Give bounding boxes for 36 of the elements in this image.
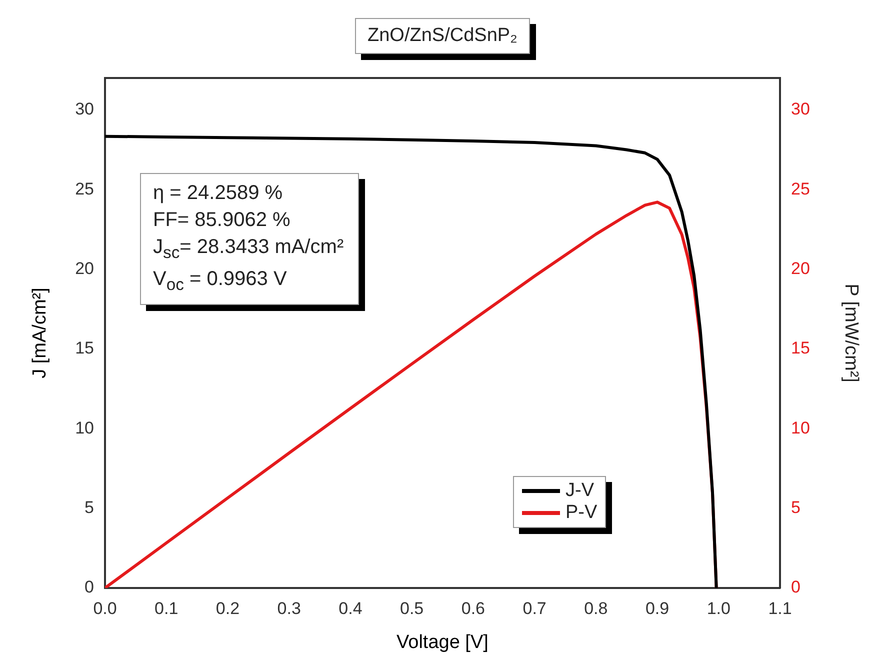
y-tick-label: 0: [84, 578, 94, 597]
y-axis-title: J [mA/cm²]: [28, 288, 51, 378]
x-tick-label: 0.0: [93, 598, 117, 618]
x-tick-label: 0.3: [277, 598, 301, 618]
y2-tick-label: 20: [791, 258, 810, 278]
y2-tick-label: 0: [791, 578, 800, 597]
x-tick-label: 1.1: [768, 598, 792, 618]
y-tick-label: 5: [84, 498, 94, 517]
x-tick-label: 0.8: [584, 598, 608, 618]
x-tick-label: 0.4: [338, 598, 362, 618]
annotation: J$_{sc}$= 28.3433 mA/cm²: [153, 235, 344, 264]
y-tick-label: 30: [75, 100, 94, 119]
y2-tick-label: 10: [791, 418, 810, 438]
x-axis-title: Voltage [V]: [396, 632, 488, 654]
y2-tick-label: 15: [791, 338, 810, 358]
y2-tick-label: 30: [791, 100, 810, 119]
annotation: η = 24.2589 %: [153, 181, 284, 206]
annotation: V$_{oc}$ = 0.9963 V: [153, 267, 288, 296]
x-tick-label: 1.0: [706, 598, 730, 618]
y-tick-label: 10: [75, 418, 94, 438]
x-tick-label: 0.6: [461, 598, 485, 618]
legend-label: P-V: [566, 502, 598, 524]
chart-title: ZnO/ZnS/CdSnP₂: [354, 18, 530, 54]
x-tick-label: 0.7: [522, 598, 546, 618]
legend-label: J-V: [566, 480, 594, 502]
x-tick-label: 0.1: [154, 598, 178, 618]
x-tick-label: 0.5: [400, 598, 424, 618]
x-tick-label: 0.9: [645, 598, 670, 618]
y-tick-label: 25: [75, 179, 94, 198]
y2-tick-label: 25: [791, 179, 810, 198]
y-tick-label: 15: [75, 338, 94, 358]
x-tick-label: 0.2: [216, 598, 240, 618]
y2-axis-title: P [mW/cm²]: [838, 284, 861, 382]
annotation: FF= 85.9062 %: [153, 208, 292, 233]
y2-tick-label: 5: [791, 498, 800, 517]
y-tick-label: 20: [75, 258, 94, 278]
